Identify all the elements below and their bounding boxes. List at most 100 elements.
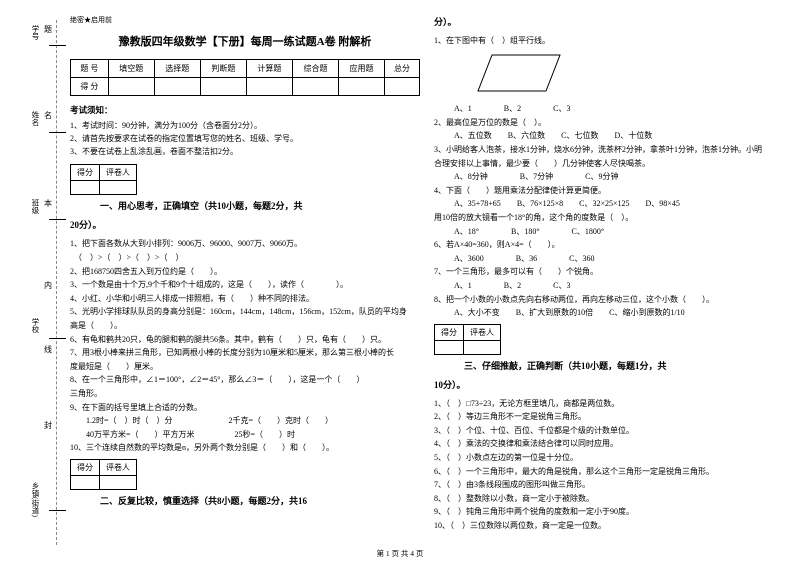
q-item: 8、（ ）整数除以小数，商一定小于被除数。 <box>434 492 784 506</box>
q-item: 5、光明小学排球队队员的身高分别是：160cm，144cm，148cm，156c… <box>70 305 420 319</box>
right-column: 分）。 1、在下图中有（ ）组平行线。 A、1 B、2 C、3 2、最高位是万位… <box>434 15 784 533</box>
sidebar-underline <box>49 338 66 339</box>
score-row-label: 得 分 <box>71 78 109 96</box>
grade-box: 得分评卷人 <box>70 459 137 490</box>
grade-box: 得分评卷人 <box>434 324 501 355</box>
score-hdr: 题 号 <box>71 60 109 78</box>
q-item: 7、用3根小棒来拼三角形，已知两根小棒的长度分别为10厘米和5厘米，那么第三根小… <box>70 346 420 360</box>
q-item: 2、最高位是万位的数是（ ）。 <box>434 116 784 130</box>
sidebar-label-id: 学号 <box>30 25 41 40</box>
sidebar-label-name: 姓名 <box>30 111 41 126</box>
rhombus-figure <box>474 52 564 94</box>
score-table: 题 号 填空题 选择题 判断题 计算题 综合题 应用题 总分 得 分 <box>70 59 420 96</box>
q-opts: A、8分钟 B、7分钟 C、9分钟 <box>434 170 784 184</box>
q-opts: A、五位数 B、六位数 C、七位数 D、十位数 <box>434 129 784 143</box>
sidebar-underline <box>49 510 66 511</box>
q-item: 2、（ ）等边三角形不一定是锐角三角形。 <box>434 410 784 424</box>
q-opts: A、大小不变 B、扩大到原数的10倍 C、缩小到原数的1/10 <box>434 306 784 320</box>
q-item: 40万平方米=（ ）平方万米 25秒=（ ）时 <box>70 428 420 442</box>
q-item: （ ）>（ ）>（ ）>（ ） <box>70 251 420 265</box>
q-item: 9、（ ）钝角三角形中两个锐角的度数和一定小于90度。 <box>434 505 784 519</box>
grade-col: 得分 <box>71 459 100 475</box>
notice-list: 1、考试时间：90分钟，满分为100分（含卷面分2分）。 2、请首先按要求在试卷… <box>70 120 420 158</box>
score-hdr: 总分 <box>385 60 420 78</box>
vert-char: 题 <box>44 24 52 35</box>
grade-col: 评卷人 <box>100 459 137 475</box>
binding-sidebar: 学号 题 姓名 名 班级 本 内 学校 线 封 乡镇(街道) <box>0 0 65 565</box>
q-item: 1.2时=（ ）时（ ）分 2千克=（ ）克时（ ） <box>70 414 420 428</box>
grade-col: 评卷人 <box>464 324 501 340</box>
grade-col: 得分 <box>435 324 464 340</box>
section-a-questions: 1、把下面各数从大到小排列：9006万、96000、9007万、9060万。 （… <box>70 237 420 455</box>
sidebar-underline <box>49 45 66 46</box>
q-item: 5、（ ）小数点左边的第一位是十分位。 <box>434 451 784 465</box>
q-item: 10、（ ）三位数除以两位数，商一定是一位数。 <box>434 519 784 533</box>
grade-col: 评卷人 <box>100 165 137 181</box>
page-number: 第 1 页 共 4 页 <box>377 548 424 559</box>
dash-line <box>56 20 57 545</box>
q-opts: A、18° B、180° C、1800° <box>434 225 784 239</box>
main-content: 绝密★启用前 豫教版四年级数学【下册】每周一练试题A卷 附解析 题 号 填空题 … <box>70 15 785 533</box>
q-item: 4、小红、小华和小明三人排成一排照相，有（ ）种不同的排法。 <box>70 292 420 306</box>
vert-char: 内 <box>44 280 52 291</box>
section-b-title-cont: 分）。 <box>434 15 784 28</box>
q-item: 6、若A×40=360，则A×4=（ ）。 <box>434 238 784 252</box>
section-c-questions: 1、（ ）□73÷23，无论方框里填几，商都是两位数。 2、（ ）等边三角形不一… <box>434 397 784 533</box>
q-item: 6、有龟和鹤共20只，龟的腿和鹤的腿共56条。其中，鹤有（ ）只，龟有（ ）只。 <box>70 333 420 347</box>
q-item: 1、把下面各数从大到小排列：9006万、96000、9007万、9060万。 <box>70 237 420 251</box>
section-b-title: 二、反复比较，慎重选择（共8小题，每题2分，共16 <box>100 494 420 507</box>
q-item: 3、（ ）个位、十位、百位、千位都是个级的计数单位。 <box>434 424 784 438</box>
section-a-title: 一、用心思考，正确填空（共10小题，每题2分，共 <box>100 199 420 212</box>
score-hdr: 选择题 <box>154 60 200 78</box>
vert-char: 封 <box>44 420 52 431</box>
q-opts: A、1 B、2 C、3 <box>434 279 784 293</box>
q-opts: A、3600 B、36 C、360 <box>434 252 784 266</box>
notice-item: 3、不要在试卷上乱涂乱画，卷面不整洁扣2分。 <box>70 146 420 159</box>
score-hdr: 填空题 <box>108 60 154 78</box>
q-item: 三角形。 <box>70 387 420 401</box>
q-item: 8、在一个三角形中，∠1＝100°，∠2＝45°，那么∠3＝（ ），这是一个（ … <box>70 373 420 387</box>
q-item: 9、在下面的括号里填上合适的分数。 <box>70 401 420 415</box>
grade-col: 得分 <box>71 165 100 181</box>
vert-char: 名 <box>44 110 52 121</box>
q-item: 6、（ ）一个三角形中，最大的角是锐角，那么这个三角形一定是锐角三角形。 <box>434 465 784 479</box>
section-a-title-cont: 20分）。 <box>70 218 420 231</box>
sidebar-label-school: 学校 <box>30 318 41 333</box>
q-opts: A、1 B、2 C、3 <box>434 102 784 116</box>
score-hdr: 判断题 <box>200 60 246 78</box>
vert-char: 本 <box>44 198 52 209</box>
section-b-questions: 1、在下图中有（ ）组平行线。 A、1 B、2 C、3 2、最高位是万位的数是（… <box>434 34 784 320</box>
q-item: 用10倍的放大镜看一个18°的角，这个角的度数是（ ）。 <box>434 211 784 225</box>
section-c-title-cont: 10分）。 <box>434 378 784 391</box>
q-item: 3、小明给客人泡茶，接水1分钟，烧水6分钟，洗茶杯2分钟，拿茶叶1分钟，泡茶1分… <box>434 143 784 157</box>
q-item: 4、下面（ ）题用乘法分配律使计算更简便。 <box>434 184 784 198</box>
q-item: 10、三个连续自然数的平均数是n，另外两个数分别是（ ）和（ ）。 <box>70 441 420 455</box>
q-item: 合理安排以上事情，最少要（ ）几分钟使客人尽快喝茶。 <box>434 157 784 171</box>
q-item: 1、在下图中有（ ）组平行线。 <box>434 34 784 48</box>
score-hdr: 计算题 <box>246 60 292 78</box>
notice-item: 1、考试时间：90分钟，满分为100分（含卷面分2分）。 <box>70 120 420 133</box>
q-opts: A、35+78+65 B、76×125×8 C、32×25×125 D、98×4… <box>434 197 784 211</box>
sidebar-label-class: 班级 <box>30 199 41 214</box>
grade-box: 得分评卷人 <box>70 164 137 195</box>
score-hdr: 综合题 <box>292 60 338 78</box>
sidebar-label-town: 乡镇(街道) <box>30 482 41 517</box>
q-item: 1、（ ）□73÷23，无论方框里填几，商都是两位数。 <box>434 397 784 411</box>
q-item: 4、（ ）乘法的交换律和乘法结合律可以同时应用。 <box>434 437 784 451</box>
vert-char: 线 <box>44 344 52 355</box>
q-item: 高是（ ）。 <box>70 319 420 333</box>
sidebar-underline <box>49 219 66 220</box>
left-column: 绝密★启用前 豫教版四年级数学【下册】每周一练试题A卷 附解析 题 号 填空题 … <box>70 15 420 533</box>
sidebar-underline <box>49 132 66 133</box>
q-item: 7、一个三角形，最多可以有（ ）个锐角。 <box>434 265 784 279</box>
notice-item: 2、请首先按要求在试卷的指定位置填写您的姓名、班级、学号。 <box>70 133 420 146</box>
q-item: 度最短是（ ）厘米。 <box>70 360 420 374</box>
score-hdr: 应用题 <box>339 60 385 78</box>
secret-label: 绝密★启用前 <box>70 15 420 25</box>
q-item: 2、把168750四舍五入到万位约是（ ）。 <box>70 265 420 279</box>
q-item: 8、把一个小数的小数点先向右移动两位，再向左移动三位，这个小数（ ）。 <box>434 293 784 307</box>
exam-title: 豫教版四年级数学【下册】每周一练试题A卷 附解析 <box>70 33 420 49</box>
notice-heading: 考试须知： <box>70 104 420 116</box>
section-c-title: 三、仔细推敲，正确判断（共10小题，每题1分，共 <box>464 359 784 372</box>
q-item: 3、一个数是由十个万,9个千和9个十组成的，这是（ ），读作（ ）。 <box>70 278 420 292</box>
